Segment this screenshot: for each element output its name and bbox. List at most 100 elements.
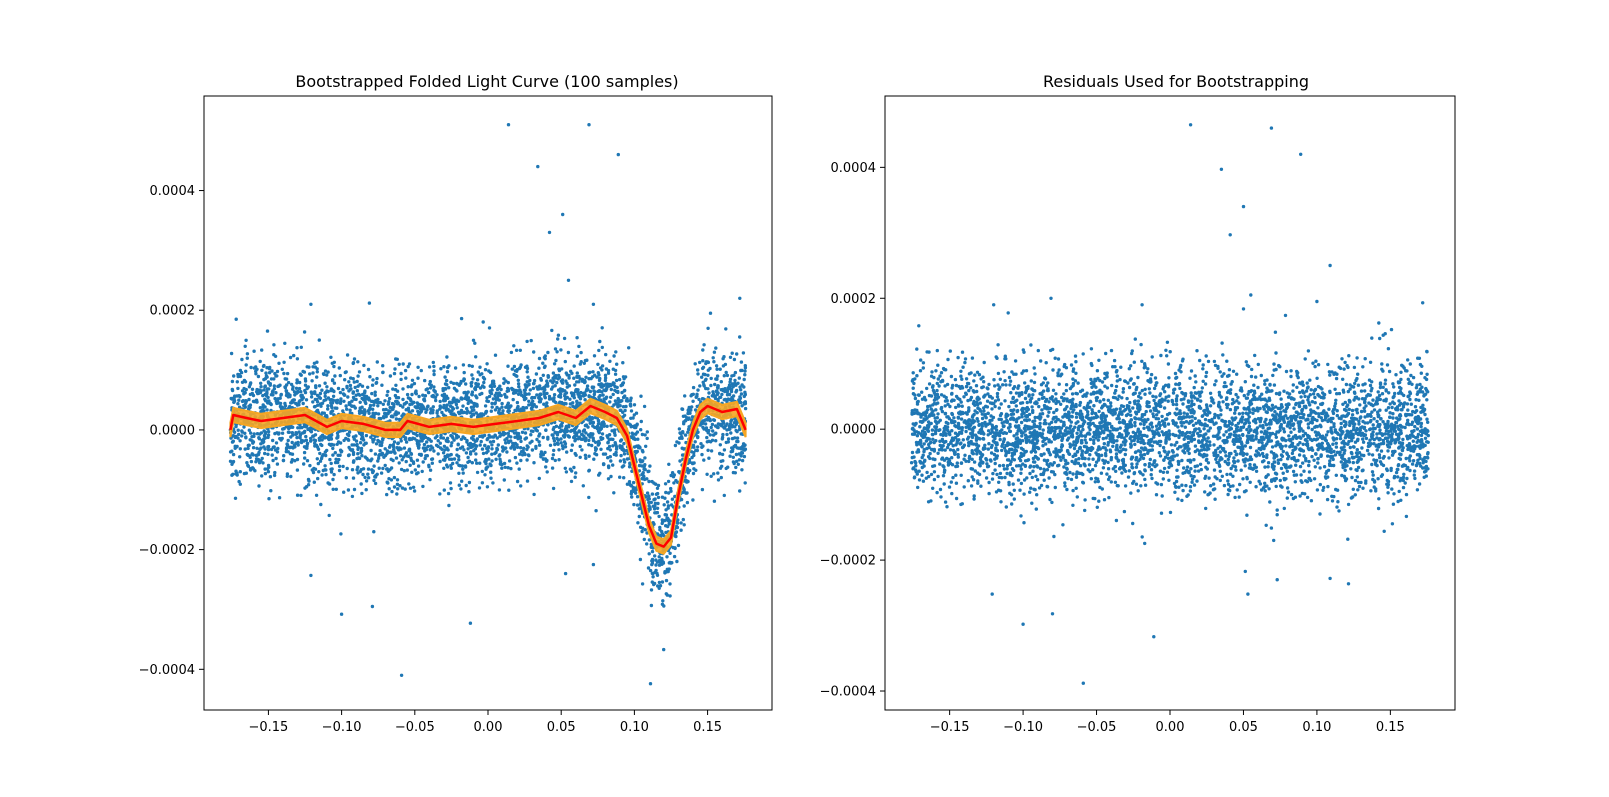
scatter-point (570, 449, 573, 452)
scatter-point (288, 405, 291, 408)
scatter-point (712, 433, 715, 436)
scatter-point (552, 426, 555, 429)
scatter-point (653, 571, 656, 574)
scatter-point (327, 396, 330, 399)
scatter-point (470, 373, 473, 376)
scatter-point (579, 351, 582, 354)
scatter-point (552, 453, 555, 456)
scatter-point (634, 438, 637, 441)
scatter-point (282, 361, 285, 364)
scatter-point (734, 429, 737, 432)
scatter-point (329, 356, 332, 359)
scatter-point (412, 432, 415, 435)
scatter-point (1315, 377, 1318, 380)
scatter-point (408, 403, 411, 406)
scatter-point (1251, 412, 1254, 415)
scatter-point (395, 492, 398, 495)
scatter-point (303, 456, 306, 459)
scatter-point (556, 442, 559, 445)
scatter-point (593, 354, 596, 357)
scatter-point (387, 400, 390, 403)
scatter-point (433, 390, 436, 393)
scatter-point (355, 468, 358, 471)
scatter-point (651, 492, 654, 495)
scatter-point (587, 469, 590, 472)
scatter-point (343, 378, 346, 381)
scatter-point (519, 349, 522, 352)
scatter-point (339, 402, 342, 405)
scatter-point (743, 369, 746, 372)
scatter-point (724, 363, 727, 366)
scatter-point (263, 447, 266, 450)
scatter-point (254, 372, 257, 375)
scatter-point (696, 449, 699, 452)
scatter-point (996, 395, 999, 398)
scatter-point (543, 356, 546, 359)
scatter-point (457, 455, 460, 458)
scatter-point (553, 439, 556, 442)
scatter-point (341, 388, 344, 391)
scatter-point (713, 351, 716, 354)
scatter-point (501, 449, 504, 452)
scatter-point (291, 385, 294, 388)
scatter-point (427, 464, 430, 467)
scatter-point (546, 351, 549, 354)
scatter-point (685, 491, 688, 494)
scatter-point (507, 441, 510, 444)
scatter-point (405, 460, 408, 463)
scatter-point (266, 453, 269, 456)
scatter-point (275, 374, 278, 377)
scatter-point (425, 440, 428, 443)
scatter-point (668, 582, 671, 585)
scatter-point (398, 461, 401, 464)
scatter-point (396, 487, 399, 490)
scatter-point (464, 464, 467, 467)
scatter-point (611, 463, 614, 466)
scatter-point (254, 460, 257, 463)
outlier-point (649, 682, 652, 685)
scatter-point (464, 382, 467, 385)
scatter-point (419, 410, 422, 413)
scatter-point (667, 519, 670, 522)
scatter-point (692, 451, 695, 454)
scatter-point (591, 416, 594, 419)
scatter-point (565, 450, 568, 453)
scatter-point (614, 373, 617, 376)
scatter-point (230, 474, 233, 477)
scatter-point (339, 532, 342, 535)
scatter-point (623, 394, 626, 397)
scatter-point (583, 391, 586, 394)
scatter-point (283, 342, 286, 345)
scatter-point (597, 419, 600, 422)
scatter-point (694, 440, 697, 443)
scatter-point (518, 467, 521, 470)
scatter-point (310, 379, 313, 382)
scatter-point (731, 448, 734, 451)
scatter-point (319, 460, 322, 463)
scatter-point (577, 345, 580, 348)
outlier-point (469, 622, 472, 625)
scatter-point (482, 452, 485, 455)
scatter-point (593, 426, 596, 429)
scatter-point (288, 426, 291, 429)
scatter-point (318, 395, 321, 398)
scatter-point (646, 437, 649, 440)
scatter-point (713, 383, 716, 386)
scatter-point (742, 442, 745, 445)
scatter-point (460, 380, 463, 383)
outlier-point (709, 312, 712, 315)
y-tick-label: −0.0002 (139, 543, 195, 558)
scatter-point (472, 339, 475, 342)
scatter-point (238, 395, 241, 398)
scatter-point (1267, 461, 1270, 464)
scatter-point (356, 380, 359, 383)
scatter-point (235, 445, 238, 448)
scatter-point (481, 470, 484, 473)
scatter-point (237, 429, 240, 432)
scatter-point (1356, 411, 1359, 414)
scatter-point (295, 392, 298, 395)
scatter-point (446, 440, 449, 443)
scatter-point (372, 464, 375, 467)
